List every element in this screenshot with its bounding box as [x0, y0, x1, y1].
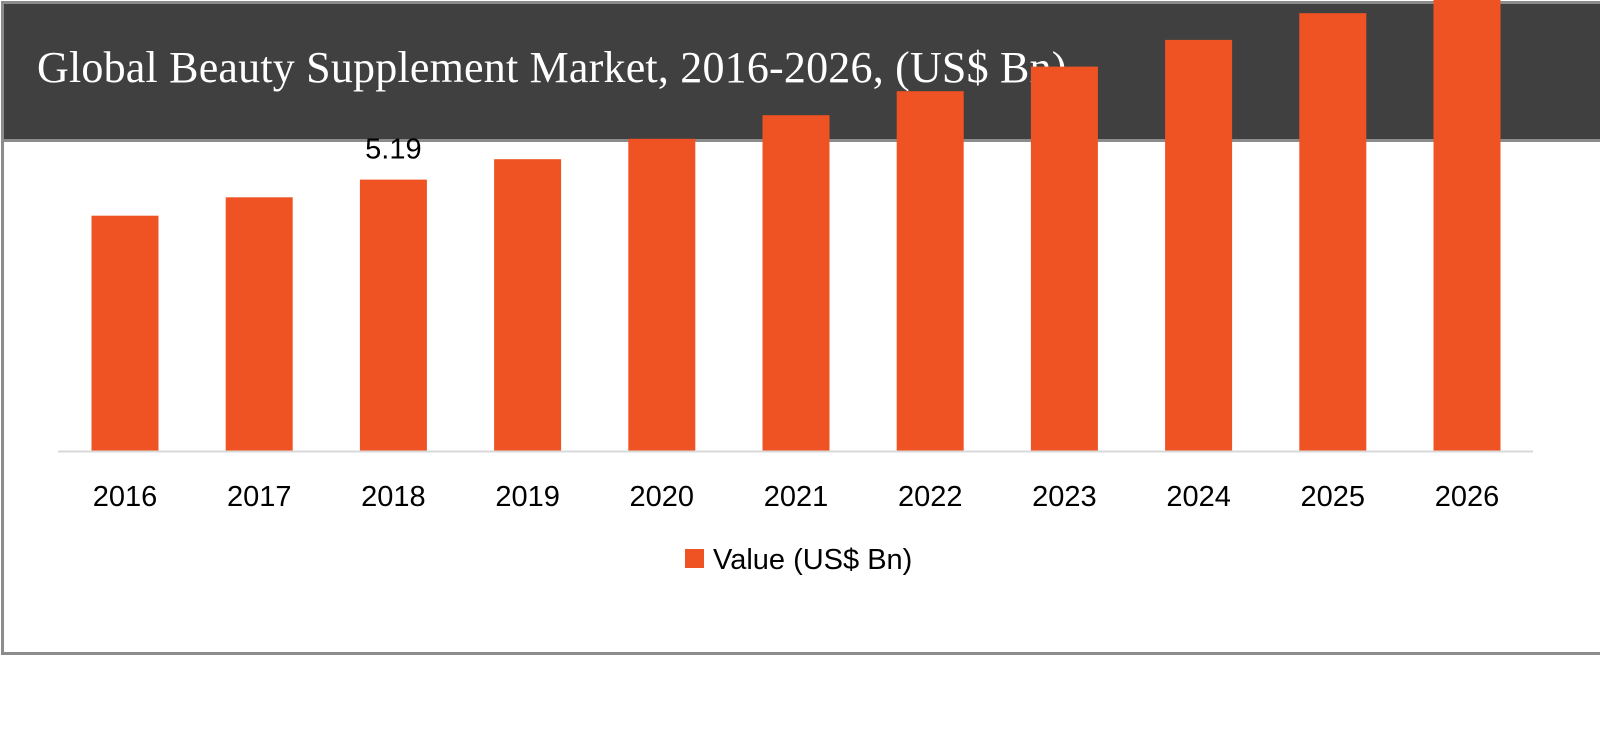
bar-2026	[1433, 0, 1501, 451]
legend-label: Value (US$ Bn)	[713, 544, 912, 576]
x-tick-label-2018: 2018	[361, 481, 426, 513]
bar-2021	[762, 115, 830, 451]
chart-title: Global Beauty Supplement Market, 2016-20…	[37, 43, 1067, 92]
legend-swatch	[685, 549, 704, 568]
bar-2023	[1030, 66, 1098, 451]
x-tick-label-2021: 2021	[764, 481, 829, 513]
x-tick-label-2019: 2019	[495, 481, 560, 513]
bar-2025	[1299, 13, 1367, 451]
bar-2020	[628, 138, 696, 452]
x-tick-label-2025: 2025	[1301, 481, 1366, 513]
legend: Value (US$ Bn)	[685, 544, 912, 576]
x-tick-label-2020: 2020	[630, 481, 695, 513]
bars-group	[91, 0, 1501, 452]
data-label-2018: 5.19	[365, 134, 421, 166]
bar-2017	[225, 197, 293, 451]
bar-2019	[494, 159, 562, 451]
x-tick-label-2022: 2022	[898, 481, 963, 513]
bar-2018	[359, 179, 427, 451]
x-tick-label-2017: 2017	[227, 481, 292, 513]
bar-2022	[896, 91, 964, 451]
x-tick-label-2026: 2026	[1435, 481, 1500, 513]
bar-2016	[91, 215, 159, 451]
data-labels: 5.198.69	[365, 134, 421, 166]
x-tick-label-2024: 2024	[1166, 481, 1231, 513]
bar-2024	[1165, 39, 1233, 452]
x-tick-label-2023: 2023	[1032, 481, 1097, 513]
x-tick-labels: 2016 2017 2018 2019 2020 2021 2022 2023 2024 2025…	[93, 481, 1500, 513]
x-tick-label-2016: 2016	[93, 481, 158, 513]
